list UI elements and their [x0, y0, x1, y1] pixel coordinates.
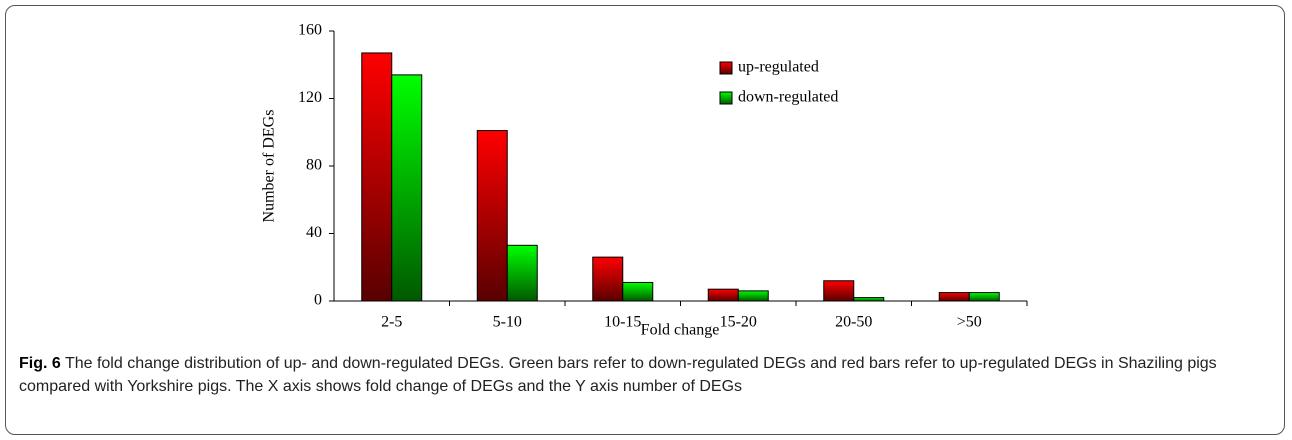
bar — [361, 52, 393, 302]
bar — [622, 281, 654, 302]
bar — [707, 288, 739, 302]
bar — [592, 256, 624, 302]
bar — [391, 74, 423, 302]
y-tick-label: 120 — [298, 89, 322, 106]
chart: Number of DEGs Fold change 0 40 80 120 160 2-… — [261, 22, 1028, 339]
x-tick-label: >50 — [957, 314, 982, 331]
x-tick-label: 10-15 — [604, 314, 641, 331]
x-axis-label: Fold change — [641, 322, 720, 339]
legend-swatch — [719, 91, 733, 105]
y-axis-label: Number of DEGs — [261, 110, 278, 223]
legend-label: up-regulated — [738, 59, 819, 76]
y-tick-label: 0 — [314, 292, 322, 309]
bar — [737, 290, 769, 302]
x-tick-label: 15-20 — [720, 314, 757, 331]
bar — [853, 297, 885, 302]
y-tick-label: 160 — [298, 22, 322, 39]
bar — [823, 280, 855, 302]
bar — [938, 292, 970, 302]
y-tick-label: 40 — [306, 224, 322, 241]
figure-frame — [5, 5, 1285, 435]
bar — [506, 244, 538, 302]
caption-text: The fold change distribution of up- and … — [19, 355, 1217, 395]
bar — [968, 292, 1000, 302]
x-tick-label: 2-5 — [381, 314, 402, 331]
caption: Fig. 6 The fold change distribution of u… — [19, 352, 1274, 398]
x-tick-label: 20-50 — [835, 314, 872, 331]
caption-label: Fig. 6 — [19, 355, 61, 372]
x-tick-label: 5-10 — [493, 314, 522, 331]
legend-swatch — [719, 61, 733, 75]
bar — [476, 130, 508, 302]
y-tick-label: 80 — [306, 157, 322, 174]
legend-label: down-regulated — [738, 89, 838, 106]
